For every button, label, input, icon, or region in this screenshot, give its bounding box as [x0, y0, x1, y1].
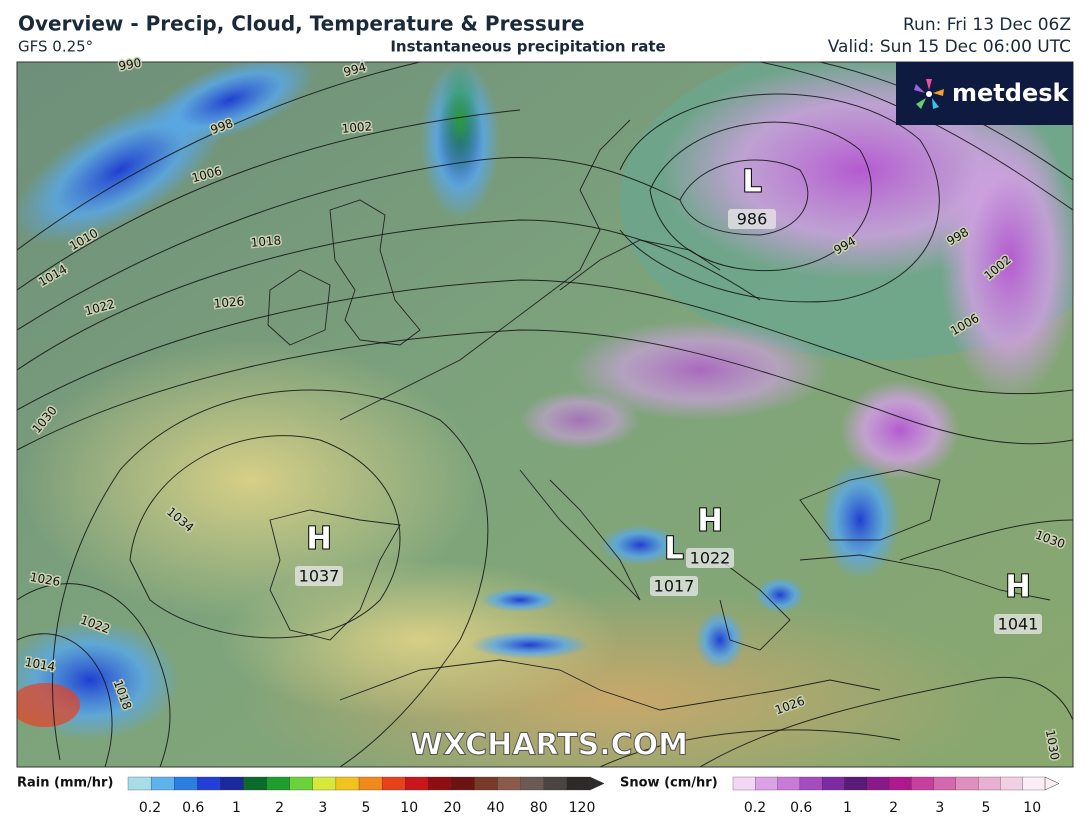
model: GFS 0.25°: [18, 38, 93, 56]
isobar-label: 1014: [24, 655, 57, 674]
legend-swatch: [405, 776, 429, 791]
legend-tick-label: 5: [982, 800, 991, 816]
legend-swatch: [428, 776, 452, 791]
run-time: Run: Fri 13 Dec 06Z: [903, 15, 1071, 35]
legend-swatch: [381, 776, 406, 791]
legend-swatch: [474, 776, 499, 791]
legend-swatch: [335, 776, 360, 791]
legend-arrow: [589, 776, 605, 791]
legend-swatch: [266, 776, 291, 791]
legend-tick-label: 0.6: [182, 800, 204, 816]
map-frame: [16, 61, 1074, 768]
subtitle: Instantaneous precipitation rate: [390, 38, 665, 56]
pressure-symbol: H: [306, 522, 331, 557]
legends: 0.2 0.6 1 2 3 5 10 20 40 80 120 0.2 0.6 1 2 3 5 10: [127, 776, 1060, 816]
legend-swatch: [358, 776, 383, 791]
legend-tick-label: 10: [1023, 800, 1041, 816]
watermark: WXCHARTS.COM: [410, 728, 688, 763]
rain-legend-label: Rain (mm/hr): [17, 776, 113, 791]
pressure-symbol: H: [697, 504, 722, 539]
legend-tick-label: 3: [318, 800, 327, 816]
pressure-value-box: [686, 548, 734, 568]
pressure-symbol: L: [742, 165, 761, 200]
legend-tick-label: 0.6: [790, 800, 812, 816]
map: [17, 62, 1073, 767]
pressure-value-box: [295, 566, 343, 586]
pressure-value: 1037: [299, 567, 340, 586]
legend-swatch: [174, 776, 198, 791]
legend-swatch: [888, 776, 912, 791]
pressure-value: 1017: [654, 577, 695, 596]
legend-tick-label: 80: [530, 800, 548, 816]
pressure-symbol: H: [1005, 570, 1030, 605]
legend-swatch: [777, 776, 801, 791]
isobar-label: 1018: [250, 233, 282, 250]
legend-arrow: [1044, 776, 1060, 791]
legend-tick-label: 1: [843, 800, 852, 816]
isobar-label: 1026: [213, 294, 245, 311]
legend-swatch: [312, 776, 337, 791]
legend-tick-label: 3: [935, 800, 944, 816]
legend-swatch: [150, 776, 175, 791]
legend-swatch: [127, 776, 152, 791]
legend-swatch: [220, 776, 244, 791]
legend-swatch: [497, 776, 522, 791]
legend-swatch: [955, 776, 979, 791]
legend-swatch: [197, 776, 221, 791]
pressure-value-box: [650, 576, 698, 596]
pressure-value-box: [728, 209, 776, 229]
legend-swatch: [911, 776, 935, 791]
isobar-label: 1030: [1043, 729, 1062, 762]
legend-tick-label: 20: [443, 800, 461, 816]
legend-swatch: [799, 776, 823, 791]
legend-tick-label: 40: [487, 800, 505, 816]
logo: metdesk: [896, 62, 1073, 125]
legend-tick-label: 120: [569, 800, 596, 816]
pressure-value: 1041: [998, 615, 1039, 634]
legend-swatch: [1022, 776, 1046, 791]
legend-tick-label: 1: [232, 800, 241, 816]
legend-swatch: [755, 776, 779, 791]
legend-swatch: [866, 776, 890, 791]
legend-swatch: [821, 776, 845, 791]
title: Overview - Precip, Cloud, Temperature & …: [18, 12, 584, 36]
isobar-label: 1026: [29, 570, 62, 589]
isobar-label: 990: [117, 56, 142, 74]
pressure-value-box: [994, 614, 1042, 634]
legend-tick-label: 5: [362, 800, 371, 816]
snow-legend-label: Snow (cm/hr): [620, 776, 718, 791]
legend-swatch: [1000, 776, 1024, 791]
legend-swatch: [289, 776, 314, 791]
pressure-value: 1022: [690, 549, 731, 568]
legend-swatch: [520, 776, 545, 791]
logo-text: metdesk: [952, 79, 1070, 107]
legend-swatch: [566, 776, 591, 791]
legend-swatch: [977, 776, 1001, 791]
legend-swatch: [844, 776, 868, 791]
legend-tick-label: 0.2: [744, 800, 766, 816]
legend-tick-label: 2: [889, 800, 898, 816]
pressure-value: 986: [737, 210, 768, 229]
pressure-symbol: L: [664, 532, 683, 567]
legend-swatch: [933, 776, 957, 791]
legend-swatch: [732, 776, 756, 791]
legend-tick-label: 2: [275, 800, 284, 816]
valid-time: Valid: Sun 15 Dec 06:00 UTC: [828, 37, 1071, 57]
isobar-label: 1002: [341, 119, 373, 136]
legend-tick-label: 0.2: [139, 800, 161, 816]
legend-swatch: [451, 776, 475, 791]
legend-swatch: [543, 776, 568, 791]
legend-swatch: [243, 776, 268, 791]
legend-tick-label: 10: [400, 800, 418, 816]
